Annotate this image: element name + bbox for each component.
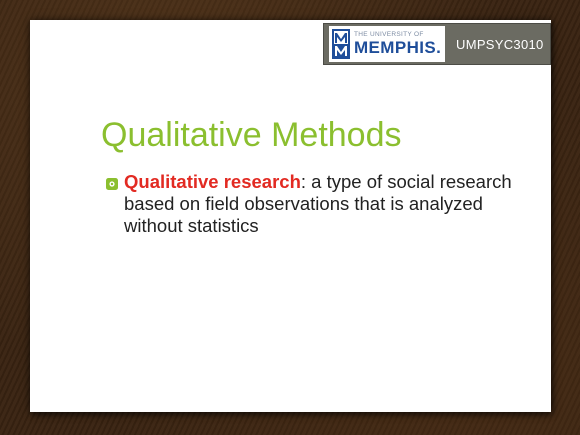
header-logo-bar: THE UNIVERSITY OF MEMPHIS. UMPSYC3010 bbox=[323, 23, 551, 65]
hollow-square-flower-icon bbox=[106, 178, 118, 190]
course-code: UMPSYC3010 bbox=[456, 36, 544, 52]
bullet-text: Qualitative research: a type of social r… bbox=[124, 171, 545, 237]
university-logo: THE UNIVERSITY OF MEMPHIS. bbox=[329, 26, 445, 62]
bullet-term: Qualitative research bbox=[124, 171, 301, 192]
logo-small-text: THE UNIVERSITY OF bbox=[354, 30, 424, 38]
bullet-definition: : a type of social research based on fie… bbox=[124, 171, 512, 236]
memphis-m-logo-icon bbox=[332, 29, 350, 59]
slide-title: Qualitative Methods bbox=[101, 116, 402, 154]
bullet-item: Qualitative research: a type of social r… bbox=[105, 171, 545, 237]
logo-wordmark: THE UNIVERSITY OF MEMPHIS. bbox=[354, 30, 442, 58]
bullet-list: Qualitative research: a type of social r… bbox=[105, 171, 545, 237]
logo-big-text: MEMPHIS. bbox=[354, 38, 442, 58]
slide-canvas: THE UNIVERSITY OF MEMPHIS. UMPSYC3010 Qu… bbox=[30, 20, 551, 412]
